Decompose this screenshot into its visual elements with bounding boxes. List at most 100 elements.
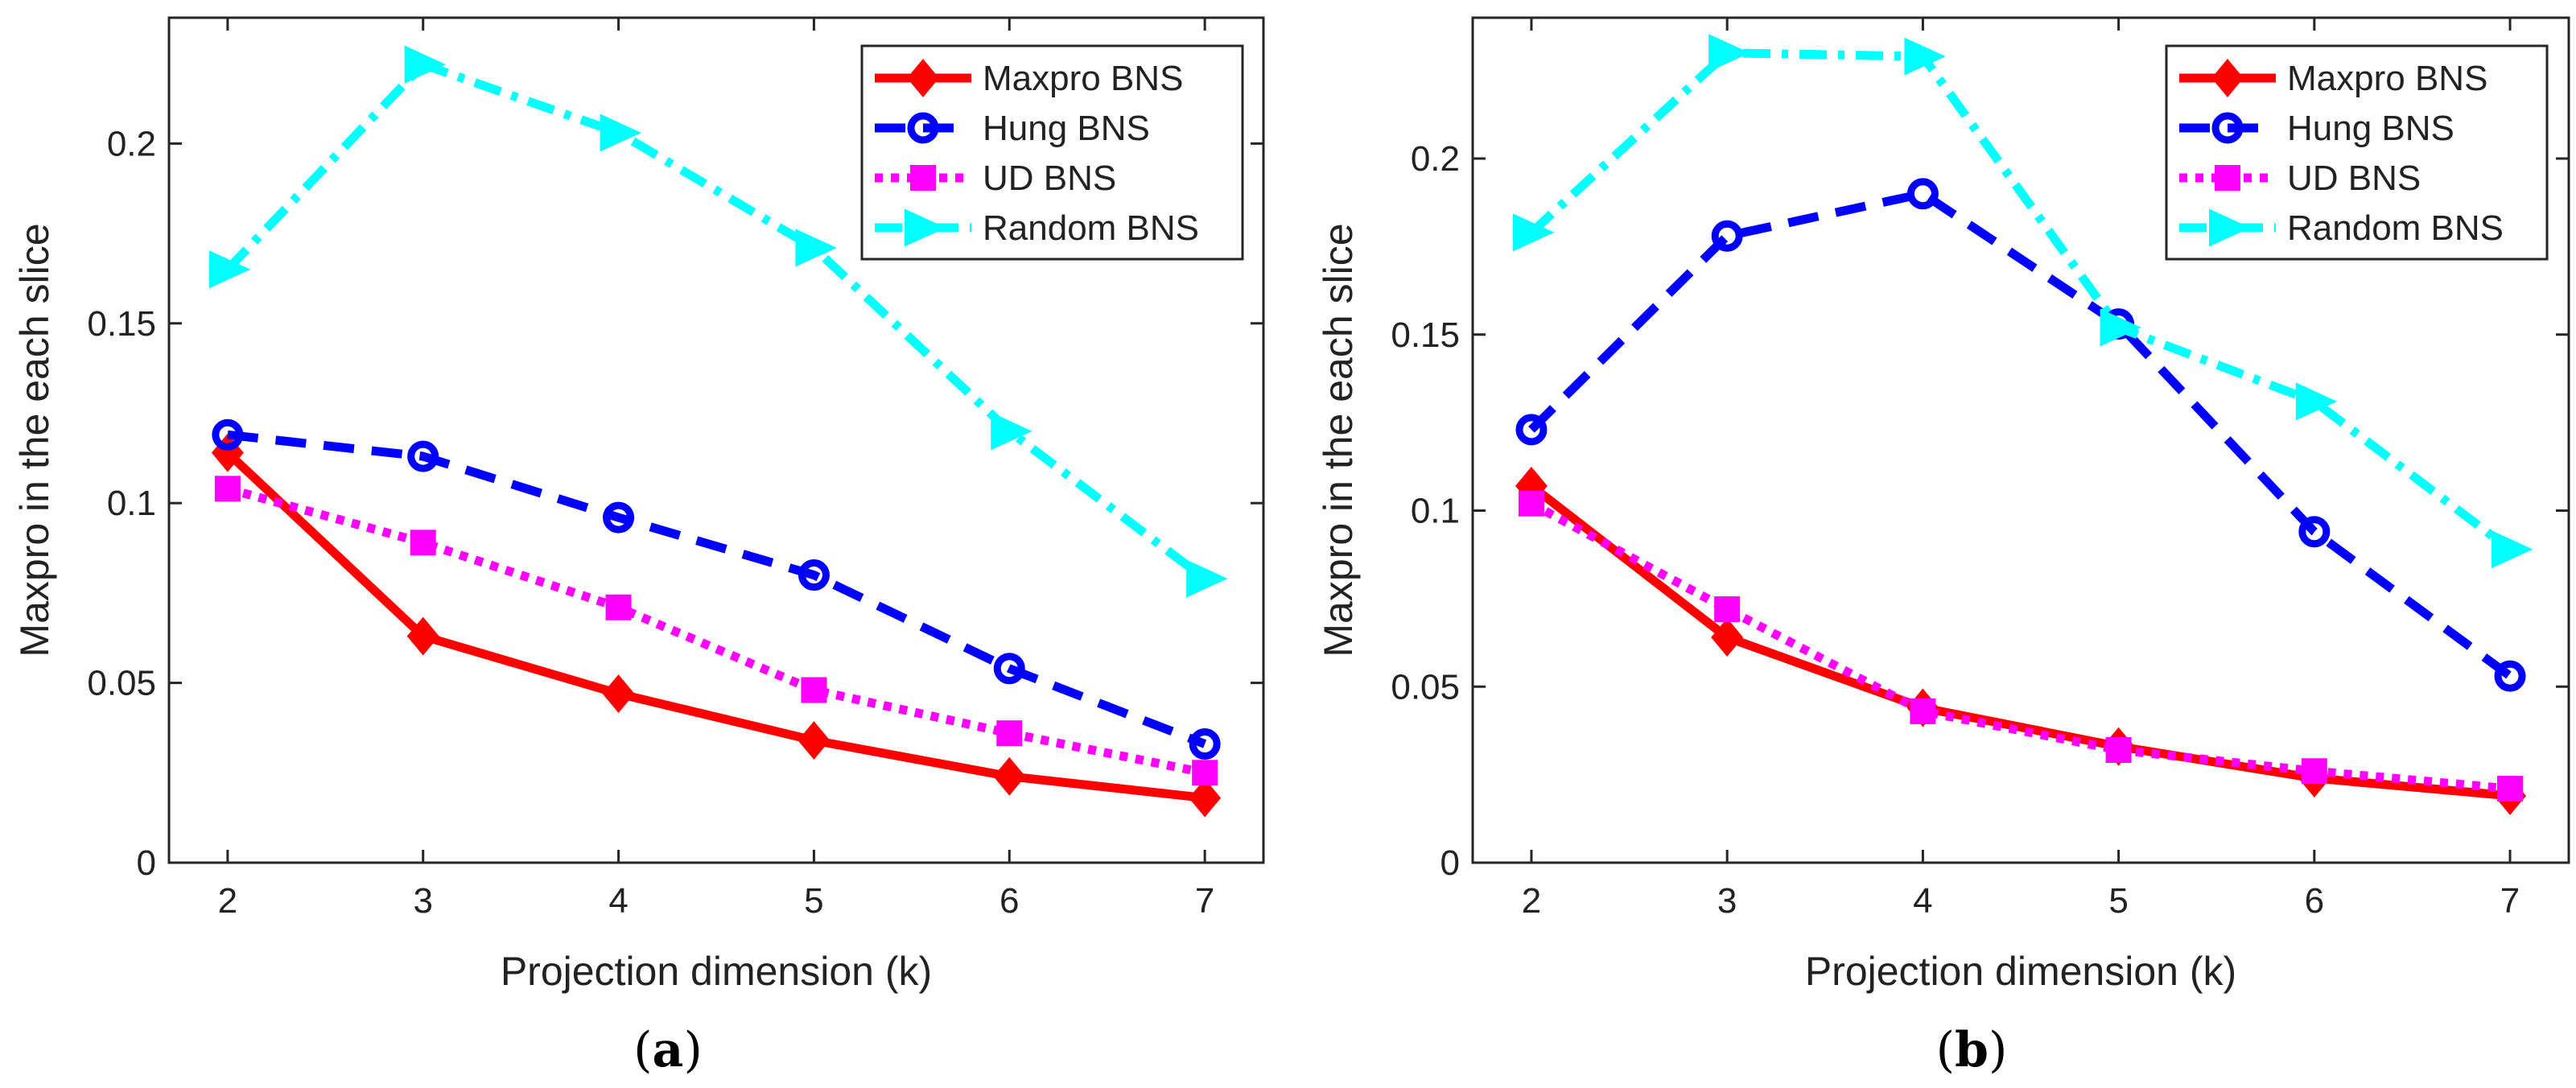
y-tick-label: 0.2	[1411, 139, 1460, 179]
data-point	[407, 440, 439, 472]
data-point	[1910, 698, 1936, 724]
x-tick-label: 2	[218, 881, 237, 921]
legend-swatch-marker	[2211, 59, 2244, 97]
legend-swatch-marker	[2209, 208, 2251, 247]
data-point	[798, 721, 831, 760]
data-point	[996, 720, 1023, 747]
data-point	[410, 530, 436, 556]
data-point	[406, 616, 439, 656]
data-point	[2497, 776, 2524, 802]
data-point	[1515, 414, 1548, 446]
series-line	[227, 430, 1207, 748]
x-tick-label: 4	[1913, 881, 1932, 921]
data-point	[1189, 778, 1222, 818]
data-point	[1189, 728, 1221, 760]
data-point	[1192, 760, 1218, 786]
legend: Maxpro BNS Hung BNS UD BNS Random BNS	[860, 44, 1244, 261]
data-point	[1186, 559, 1228, 598]
data-point	[1904, 37, 1946, 76]
data-point	[1512, 213, 1555, 252]
panel-caption-letter: b	[1955, 1022, 1989, 1078]
data-point	[404, 45, 447, 84]
legend-entry: Maxpro BNS	[983, 59, 1183, 98]
data-point	[1906, 178, 1939, 210]
data-point	[798, 559, 830, 591]
data-point	[2298, 516, 2331, 548]
data-point	[602, 674, 635, 713]
x-tick-label: 7	[2500, 881, 2520, 921]
series-maxpro-bns	[211, 433, 1222, 818]
series-random-bns	[208, 45, 1228, 598]
data-point	[2301, 758, 2327, 785]
y-tick-label: 0.15	[87, 304, 156, 344]
data-point	[1714, 596, 1741, 622]
y-tick-label: 0.15	[1391, 315, 1460, 355]
data-point	[1711, 618, 1744, 657]
data-point	[993, 653, 1025, 685]
data-point	[214, 476, 241, 502]
data-point	[2295, 382, 2338, 421]
y-tick-label: 0	[137, 843, 156, 883]
y-axis-title: Maxpro in the each slice	[1316, 223, 1361, 657]
series-line	[1528, 189, 2513, 680]
legend-swatch-marker	[2215, 165, 2240, 191]
legend: Maxpro BNS Hung BNS UD BNS Random BNS	[2165, 44, 2549, 261]
x-tick-label: 3	[1717, 881, 1737, 921]
data-point	[801, 677, 827, 703]
x-tick-label: 4	[608, 881, 628, 921]
legend-swatch-marker	[905, 208, 946, 247]
legend-entry: UD BNS	[2287, 159, 2421, 198]
y-tick-label: 0.05	[1391, 667, 1460, 707]
series-line	[1528, 48, 2513, 554]
data-point	[993, 756, 1026, 796]
data-point	[212, 418, 244, 451]
data-point	[991, 412, 1032, 451]
legend-swatch-marker	[910, 165, 936, 191]
legend-entry: Hung BNS	[2287, 109, 2454, 148]
legend-swatch-marker	[2211, 112, 2244, 144]
series-ud-bns	[1518, 490, 2524, 802]
series-line	[224, 60, 1208, 583]
chart-panel-b: 2 3 4 5 6 7 0 0.05 0.1 0.15 0.2 Projection dimensio…	[1316, 16, 2570, 1078]
y-tick-label: 0.1	[1411, 492, 1460, 531]
data-point	[1518, 490, 1544, 517]
series-ud-bns	[214, 476, 1218, 786]
series-random-bns	[1512, 34, 2533, 569]
chart-panel-a: 2 3 4 5 6 7 0 0.05 0.1 0.15 0.2 Projection dimensio…	[12, 16, 1265, 1078]
series-line	[226, 484, 1206, 777]
legend-entry: Random BNS	[2287, 208, 2504, 248]
data-point	[2494, 660, 2526, 692]
x-tick-label: 3	[413, 881, 432, 921]
data-point	[605, 594, 632, 620]
y-tick-label: 0	[1440, 843, 1460, 883]
y-tick-label: 0.1	[107, 484, 156, 523]
legend-entry: Maxpro BNS	[2287, 59, 2487, 98]
series-line	[1528, 482, 2511, 801]
x-axis-title: Projection dimension (k)	[501, 949, 932, 994]
data-point	[795, 229, 837, 267]
data-point	[208, 250, 251, 289]
y-axis-title: Maxpro in the each slice	[12, 223, 57, 657]
data-point	[2492, 530, 2533, 569]
series-line	[1529, 499, 2511, 793]
panel-caption: (b)	[1936, 1022, 2008, 1078]
x-tick-label: 6	[2305, 881, 2324, 921]
series-line	[225, 449, 1206, 803]
data-point	[1711, 220, 1743, 252]
legend-entry: Random BNS	[983, 208, 1199, 248]
data-point	[600, 113, 641, 152]
panel-caption-letter: a	[653, 1022, 684, 1078]
x-axis-title: Projection dimension (k)	[1805, 949, 2236, 994]
data-point	[1708, 34, 1750, 72]
data-point	[603, 501, 635, 534]
y-tick-label: 0.05	[87, 664, 156, 703]
data-point	[2105, 737, 2132, 763]
data-point	[2100, 308, 2142, 347]
x-tick-label: 5	[804, 881, 823, 921]
x-tick-label: 7	[1195, 881, 1214, 921]
legend-swatch-marker	[907, 59, 939, 97]
legend-swatch-marker	[907, 112, 939, 144]
panel-caption: (a)	[633, 1022, 703, 1078]
x-tick-label: 6	[999, 881, 1019, 921]
legend-entry: Hung BNS	[983, 109, 1150, 148]
